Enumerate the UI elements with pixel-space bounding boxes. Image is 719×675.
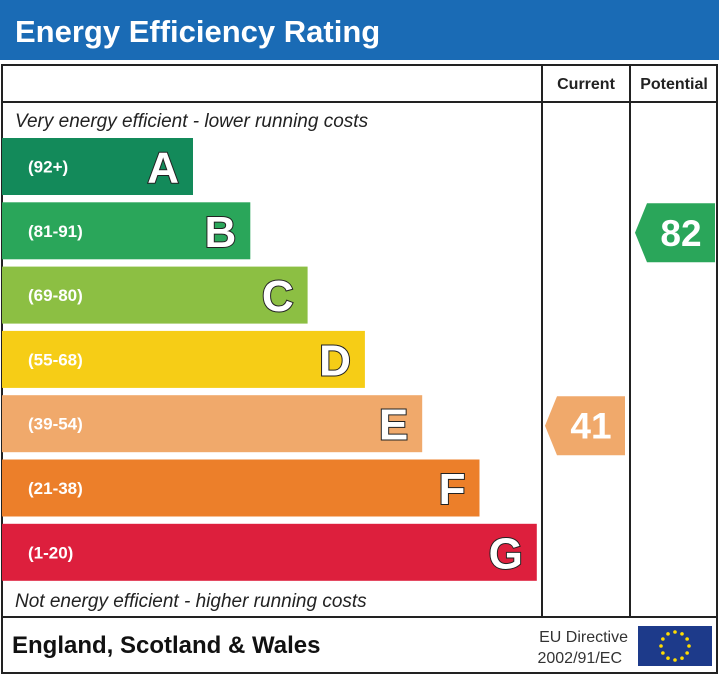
band-range: (92+) (28, 158, 68, 177)
band-bar (2, 202, 251, 260)
band-range: (21-38) (28, 479, 83, 498)
band-letter: D (319, 336, 351, 385)
eu-flag-icon (638, 626, 712, 666)
directive-line1: EU Directive (539, 629, 628, 646)
eu-star-icon (680, 632, 684, 636)
title-bar (0, 0, 719, 60)
eu-star-icon (687, 644, 691, 648)
band-range: (39-54) (28, 415, 83, 434)
directive-line2: 2002/91/EC (537, 650, 622, 667)
band-range: (55-68) (28, 350, 83, 369)
band-a: (92+) A (2, 138, 193, 195)
band-letter: A (147, 144, 179, 193)
band-g: (1-20) G (2, 523, 537, 581)
potential-rating-value: 82 (660, 213, 701, 254)
band-bar (2, 330, 365, 388)
band-bar (2, 266, 308, 324)
eu-star-icon (661, 651, 665, 655)
chart-title: Energy Efficiency Rating (15, 14, 380, 49)
eu-star-icon (659, 644, 663, 648)
potential-rating-arrow: 82 (635, 203, 715, 263)
eu-star-icon (673, 658, 677, 662)
band-c: (69-80) C (2, 266, 308, 324)
band-bar (2, 395, 423, 453)
band-bar (2, 523, 537, 581)
eu-star-icon (685, 651, 689, 655)
band-letter: E (379, 401, 408, 450)
region-label: England, Scotland & Wales (12, 632, 320, 659)
eu-star-icon (685, 637, 689, 641)
band-range: (69-80) (28, 286, 83, 305)
band-bar (2, 459, 480, 517)
band-f: (21-38) F (2, 459, 480, 517)
band-letter: G (489, 529, 523, 578)
band-letter: C (262, 272, 294, 321)
rating-arrows: 41 82 (545, 203, 715, 456)
eu-star-icon (680, 656, 684, 660)
rating-bands: (92+) A (81-91) B (69-80) C (55-68) D (39-54) E (2… (2, 138, 537, 581)
potential-arrow-shape (635, 203, 715, 263)
eu-star-icon (666, 632, 670, 636)
band-d: (55-68) D (2, 330, 365, 388)
top-note: Very energy efficient - lower running co… (15, 111, 369, 132)
band-bar (2, 138, 193, 195)
band-b: (81-91) B (2, 202, 251, 260)
current-rating-value: 41 (570, 406, 611, 447)
band-range: (1-20) (28, 543, 73, 562)
eu-star-icon (661, 637, 665, 641)
band-letter: F (439, 465, 466, 514)
column-header-current: Current (557, 76, 615, 93)
bottom-note: Not energy efficient - higher running co… (15, 591, 367, 612)
eu-star-icon (673, 630, 677, 634)
column-header-potential: Potential (640, 76, 708, 93)
eu-star-icon (666, 656, 670, 660)
band-letter: B (205, 208, 237, 257)
band-range: (81-91) (28, 222, 83, 241)
band-e: (39-54) E (2, 395, 423, 453)
current-arrow-shape (545, 396, 625, 456)
current-rating-arrow: 41 (545, 396, 625, 456)
